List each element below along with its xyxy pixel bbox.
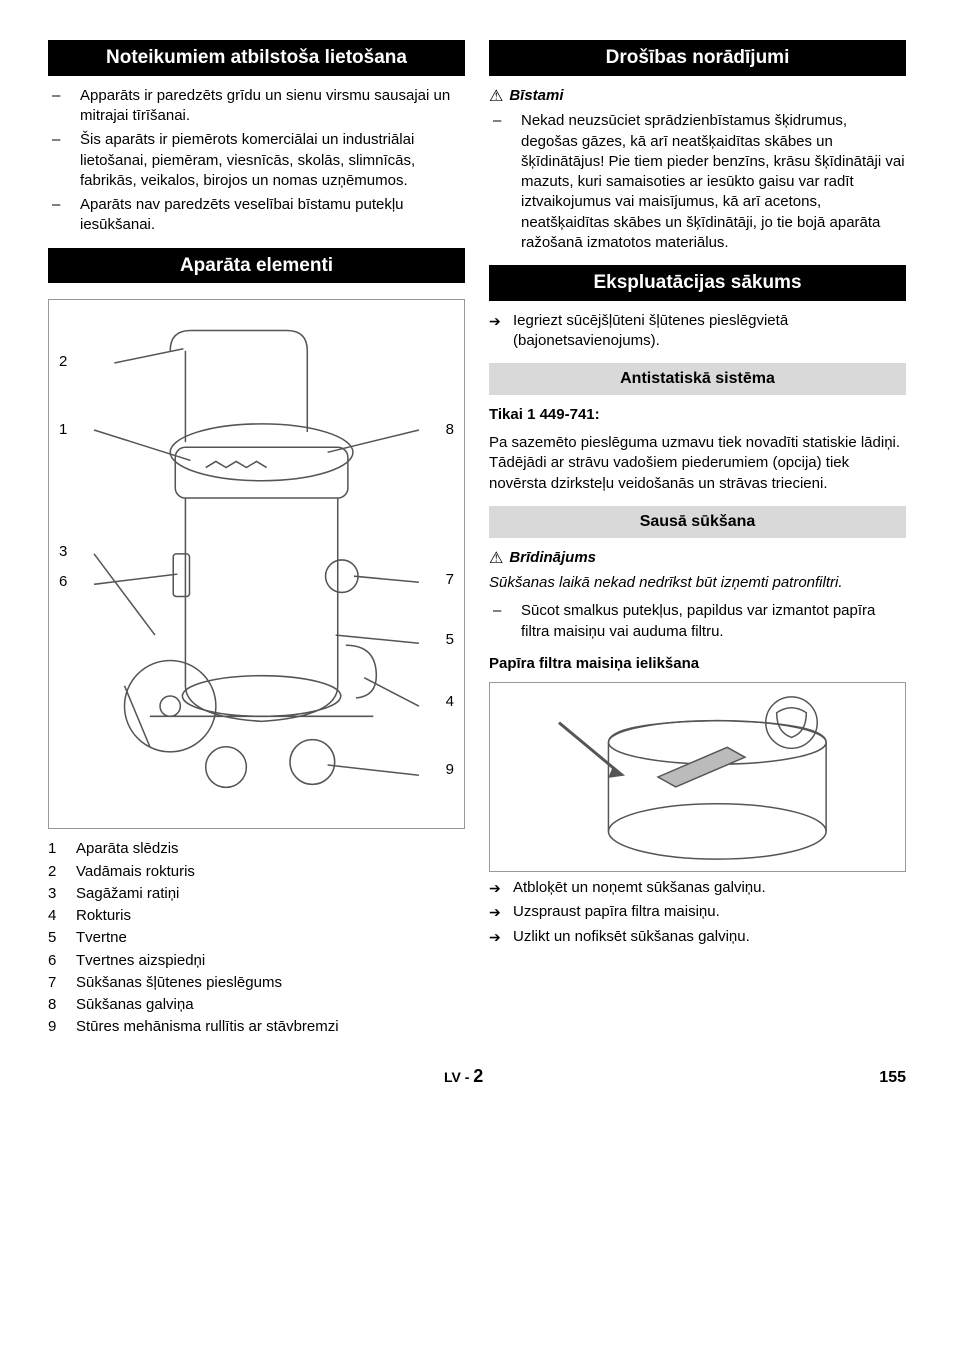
legend-item: 6Tvertnes aizspiedņi	[48, 951, 465, 971]
paper-steps: Atbloķēt un noņemt sūkšanas galviņu. Uzs…	[489, 878, 906, 947]
heading-start: Ekspluatācijas sākums	[489, 265, 906, 301]
legend-text: Tvertne	[76, 928, 127, 948]
only-label: Tikai 1 449-741:	[489, 405, 906, 425]
two-column-layout: Noteikumiem atbilstoša lietošana Apparāt…	[48, 40, 906, 1040]
legend-list: 1Aparāta slēdzis 2Vadāmais rokturis 3Sag…	[48, 839, 465, 1037]
legend-item: 5Tvertne	[48, 928, 465, 948]
list-text: Sūcot smalkus putekļus, papildus var izm…	[521, 601, 906, 642]
callout-5: 5	[446, 630, 454, 650]
list-text: Apparāts ir paredzēts grīdu un sienu vir…	[80, 86, 465, 127]
dry-list: Sūcot smalkus putekļus, papildus var izm…	[489, 601, 906, 642]
right-column: Drošības norādījumi ⚠ Bīstami Nekad neuz…	[489, 40, 906, 1040]
figure-device: 1 2 3 6 8 7 5 4 9	[48, 299, 465, 829]
device-illustration	[49, 300, 464, 828]
callout-3: 3	[59, 542, 67, 562]
antistatic-text: Pa sazemēto pieslēguma uzmavu tiek novad…	[489, 433, 906, 494]
legend-num: 2	[48, 862, 76, 882]
heading-usage: Noteikumiem atbilstoša lietošana	[48, 40, 465, 76]
paper-heading: Papīra filtra maisiņa ielikšana	[489, 654, 906, 674]
figure-filter-bag	[489, 682, 906, 872]
legend-num: 1	[48, 839, 76, 859]
legend-text: Tvertnes aizspiedņi	[76, 951, 205, 971]
legend-num: 4	[48, 906, 76, 926]
footer-sep: -	[465, 1069, 470, 1085]
footer-page-local: 2	[473, 1066, 483, 1086]
callout-4: 4	[446, 692, 454, 712]
step-item: Atbloķēt un noņemt sūkšanas galviņu.	[489, 878, 906, 898]
usage-list: Apparāts ir paredzēts grīdu un sienu vir…	[48, 86, 465, 236]
callout-8: 8	[446, 420, 454, 440]
footer-page-global: 155	[879, 1067, 906, 1089]
footer-lang: LV	[444, 1069, 461, 1085]
callout-1: 1	[59, 420, 67, 440]
list-text: Aparāts nav paredzēts veselībai bīstamu …	[80, 195, 465, 236]
legend-item: 9Stūres mehānisma rullītis ar stāvbremzi	[48, 1017, 465, 1037]
legend-text: Sagāžami ratiņi	[76, 884, 179, 904]
step-text: Atbloķēt un noņemt sūkšanas galviņu.	[513, 878, 766, 898]
legend-num: 8	[48, 995, 76, 1015]
legend-text: Stūres mehānisma rullītis ar stāvbremzi	[76, 1017, 339, 1037]
callout-7: 7	[446, 570, 454, 590]
danger-list: Nekad neuzsūciet sprādzienbīstamus šķidr…	[489, 111, 906, 253]
list-item: Šis aparāts ir piemērots komerciālai un …	[48, 130, 465, 191]
subheading-dry: Sausā sūkšana	[489, 506, 906, 538]
legend-item: 1Aparāta slēdzis	[48, 839, 465, 859]
legend-item: 7Sūkšanas šļūtenes pieslēgums	[48, 973, 465, 993]
danger-label: ⚠ Bīstami	[489, 86, 906, 108]
step-item: Uzlikt un nofiksēt sūkšanas galviņu.	[489, 927, 906, 947]
warning-label: ⚠ Brīdinājums	[489, 548, 906, 570]
list-text: Nekad neuzsūciet sprādzienbīstamus šķidr…	[521, 111, 906, 253]
step-text: Iegriezt sūcējšļūteni šļūtenes pieslēgvi…	[513, 311, 906, 352]
legend-text: Sūkšanas galviņa	[76, 995, 194, 1015]
warning-body: Sūkšanas laikā nekad nedrīkst būt izņemt…	[489, 573, 906, 593]
page-footer: LV - 2 155	[48, 1064, 906, 1089]
legend-num: 9	[48, 1017, 76, 1037]
list-item: Sūcot smalkus putekļus, papildus var izm…	[489, 601, 906, 642]
step-item: Uzspraust papīra filtra maisiņu.	[489, 902, 906, 922]
subheading-antistatic: Antistatiskā sistēma	[489, 363, 906, 395]
legend-text: Sūkšanas šļūtenes pieslēgums	[76, 973, 282, 993]
legend-text: Aparāta slēdzis	[76, 839, 179, 859]
legend-item: 2Vadāmais rokturis	[48, 862, 465, 882]
list-item: Aparāts nav paredzēts veselībai bīstamu …	[48, 195, 465, 236]
step-item: Iegriezt sūcējšļūteni šļūtenes pieslēgvi…	[489, 311, 906, 352]
heading-elements: Aparāta elementi	[48, 248, 465, 284]
legend-item: 4Rokturis	[48, 906, 465, 926]
warning-icon: ⚠	[489, 548, 503, 570]
step-text: Uzlikt un nofiksēt sūkšanas galviņu.	[513, 927, 750, 947]
warning-text: Brīdinājums	[509, 548, 596, 568]
footer-center: LV - 2	[444, 1064, 483, 1088]
danger-text: Bīstami	[509, 86, 563, 106]
list-item: Apparāts ir paredzēts grīdu un sienu vir…	[48, 86, 465, 127]
list-item: Nekad neuzsūciet sprādzienbīstamus šķidr…	[489, 111, 906, 253]
legend-num: 3	[48, 884, 76, 904]
callout-6: 6	[59, 572, 67, 592]
start-steps: Iegriezt sūcējšļūteni šļūtenes pieslēgvi…	[489, 311, 906, 352]
legend-item: 3Sagāžami ratiņi	[48, 884, 465, 904]
legend-text: Rokturis	[76, 906, 131, 926]
legend-num: 7	[48, 973, 76, 993]
heading-safety: Drošības norādījumi	[489, 40, 906, 76]
legend-text: Vadāmais rokturis	[76, 862, 195, 882]
left-column: Noteikumiem atbilstoša lietošana Apparāt…	[48, 40, 465, 1040]
list-text: Šis aparāts ir piemērots komerciālai un …	[80, 130, 465, 191]
legend-num: 6	[48, 951, 76, 971]
callout-9: 9	[446, 760, 454, 780]
step-text: Uzspraust papīra filtra maisiņu.	[513, 902, 720, 922]
warning-icon: ⚠	[489, 86, 503, 108]
legend-num: 5	[48, 928, 76, 948]
filter-bag-illustration	[490, 683, 905, 871]
callout-2: 2	[59, 352, 67, 372]
legend-item: 8Sūkšanas galviņa	[48, 995, 465, 1015]
